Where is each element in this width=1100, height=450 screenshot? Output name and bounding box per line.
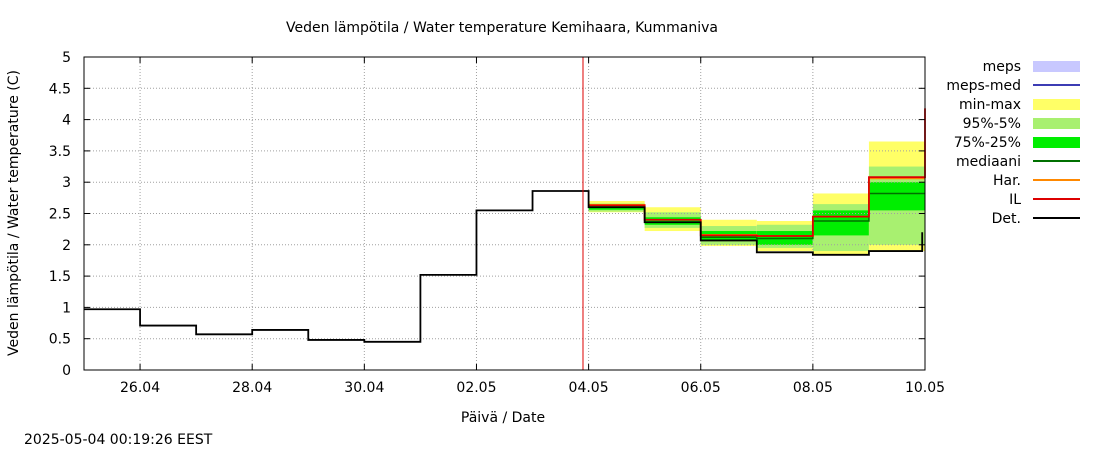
y-tick-label-10: 5 <box>62 50 71 66</box>
legend-swatch-p75_25 <box>1033 137 1080 148</box>
legend-swatch-p95_5 <box>1033 118 1080 129</box>
legend-swatch-minmax <box>1033 99 1080 110</box>
legend-swatch-meps <box>1033 61 1080 72</box>
legend-label-p95_5: 95%-5% <box>963 116 1021 132</box>
x-tick-label-4: 04.05 <box>569 380 609 396</box>
legend-label-meps: meps <box>983 59 1021 75</box>
det-line <box>84 190 924 343</box>
legend: meps meps-med min-max 95%-5% 75%-25% mediaani… <box>946 59 1080 227</box>
y-tick-label-7: 3.5 <box>49 144 71 160</box>
p75-25-band-5 <box>868 182 925 211</box>
x-tick-label-0: 26.04 <box>120 380 160 396</box>
y-tick-label-8: 4 <box>62 113 71 129</box>
legend-label-meps_med: meps-med <box>946 78 1021 94</box>
x-axis-label: Päivä / Date <box>461 410 545 426</box>
series-lines <box>84 57 926 370</box>
y-tick-label-1: 0.5 <box>49 332 71 348</box>
x-tick-label-6: 08.05 <box>793 380 833 396</box>
y-tick-label-3: 1.5 <box>49 269 71 285</box>
y-tick-label-6: 3 <box>62 175 71 191</box>
y-tick-label-9: 4.5 <box>49 81 71 97</box>
grid <box>84 57 926 370</box>
p75-25-band-1 <box>644 217 701 225</box>
x-tick-label-7: 10.05 <box>905 380 945 396</box>
y-tick-label-0: 0 <box>62 363 71 379</box>
axis-ticks: 0 0.5 1 1.5 2 2.5 3 3.5 4 4.5 5 26.04 28.04 30.04 02.0… <box>49 50 945 396</box>
x-tick-label-3: 02.05 <box>456 380 496 396</box>
timestamp: 2025-05-04 00:19:26 EEST <box>24 432 213 448</box>
p75-25-band-4 <box>812 210 869 236</box>
legend-label-median: mediaani <box>956 154 1021 170</box>
y-axis-label: Veden lämpötila / Water temperature (C) <box>6 70 22 356</box>
x-tick-label-1: 28.04 <box>232 380 272 396</box>
legend-label-minmax: min-max <box>959 97 1021 113</box>
y-tick-label-5: 2.5 <box>49 207 71 223</box>
legend-label-det: Det. <box>992 211 1021 227</box>
legend-label-p75_25: 75%-25% <box>954 135 1021 151</box>
y-tick-label-2: 1 <box>62 300 71 316</box>
legend-label-il: IL <box>1009 192 1021 208</box>
legend-label-har: Har. <box>993 173 1021 189</box>
x-tick-label-2: 30.04 <box>344 380 384 396</box>
y-tick-label-4: 2 <box>62 238 71 254</box>
chart-title: Veden lämpötila / Water temperature Kemi… <box>286 20 718 36</box>
x-tick-label-5: 06.05 <box>681 380 721 396</box>
